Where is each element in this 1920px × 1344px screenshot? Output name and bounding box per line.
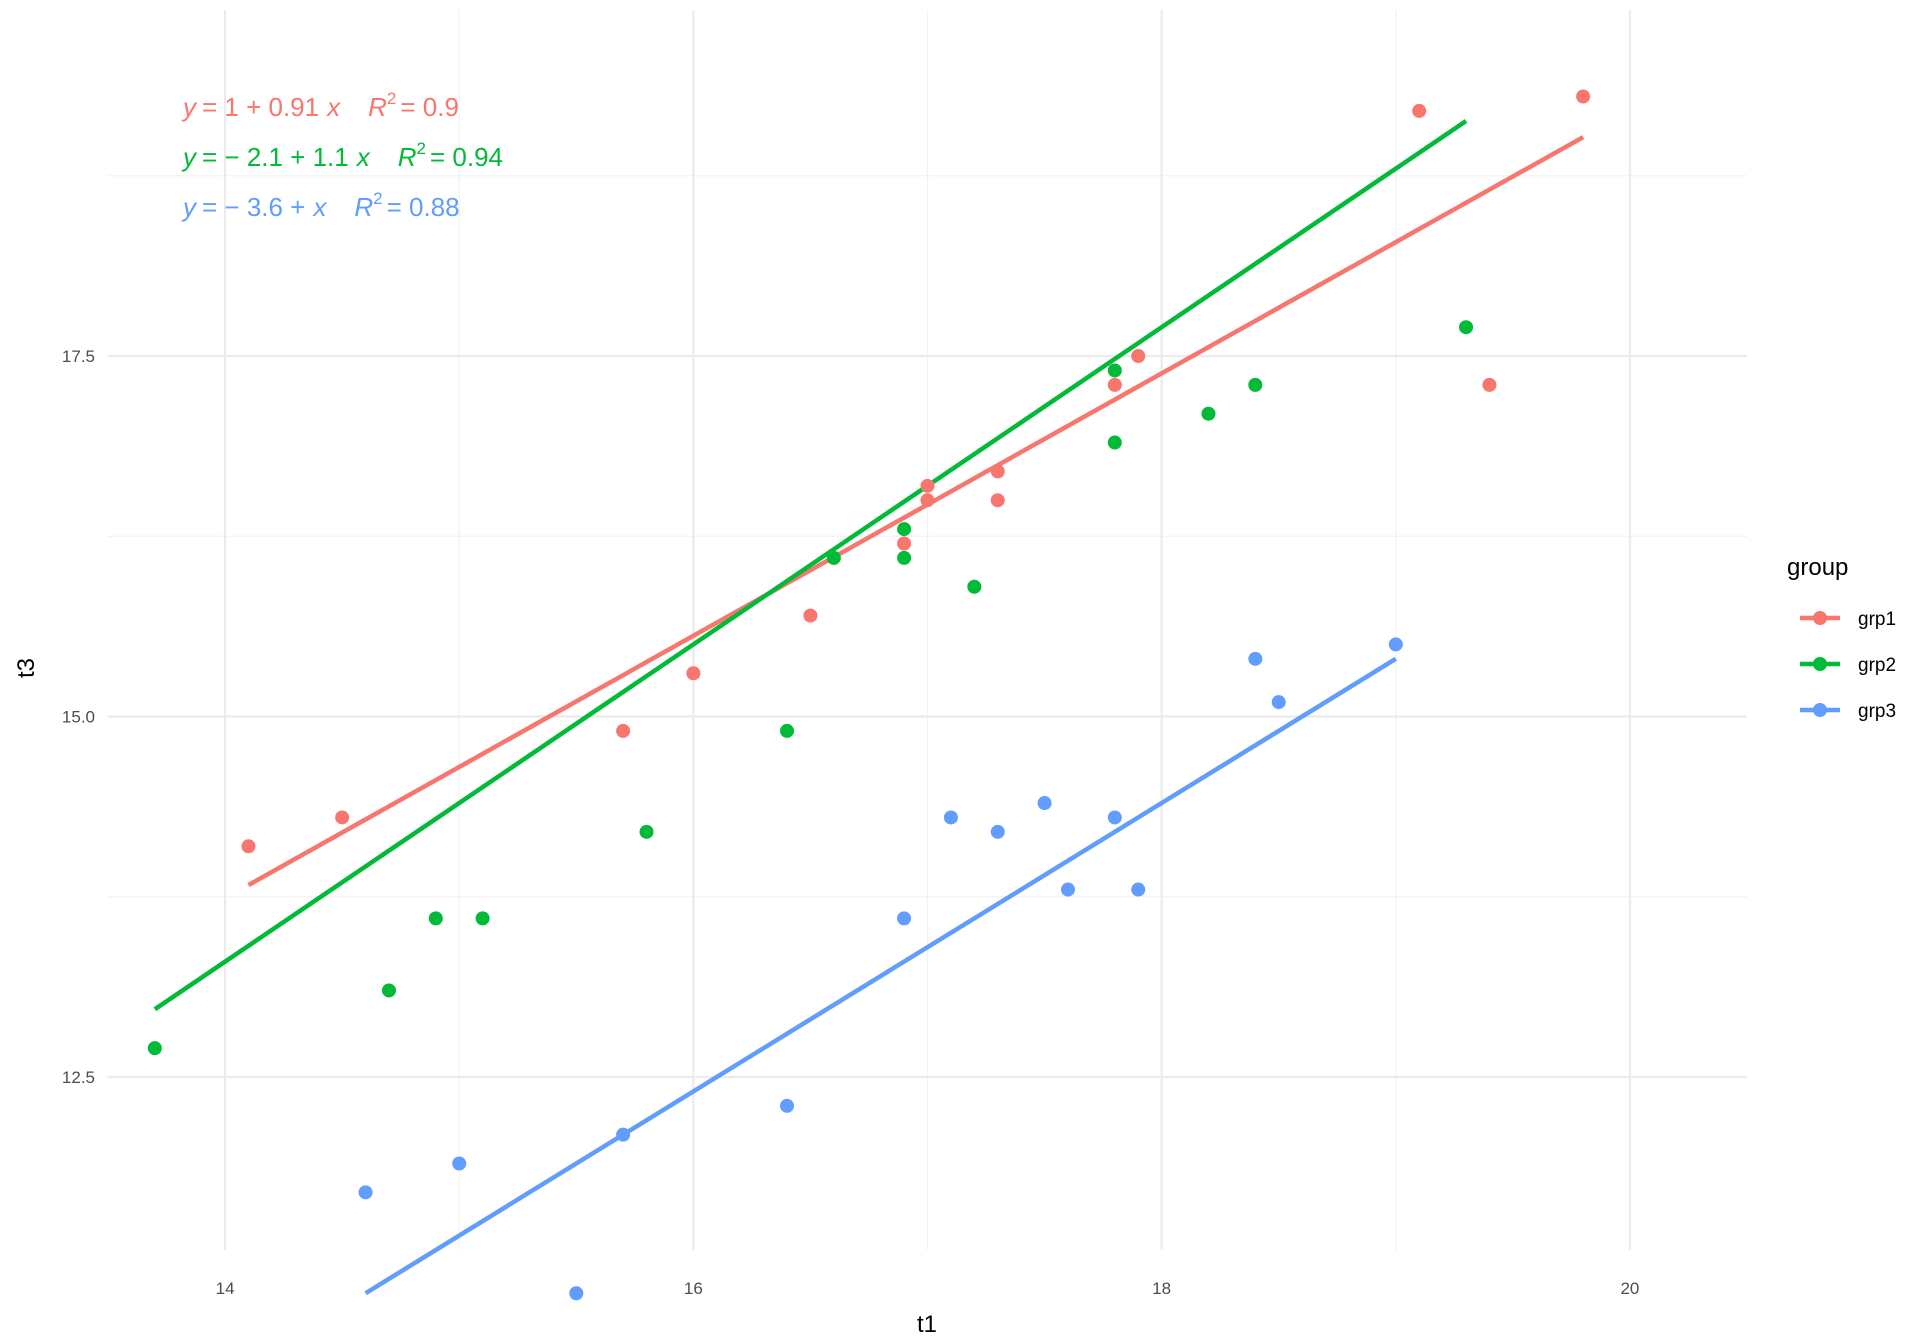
- x-axis-ticks: 14 16 18 20: [216, 1279, 1640, 1298]
- x-axis-title: t1: [917, 1311, 937, 1338]
- data-point-grp2: [967, 579, 982, 594]
- data-point-grp2: [428, 911, 443, 926]
- data-points: [147, 89, 1591, 1301]
- data-point-grp1: [990, 493, 1005, 508]
- data-point-grp2: [780, 723, 795, 738]
- legend-label-grp3: grp3: [1858, 701, 1896, 722]
- data-point-grp3: [897, 911, 912, 926]
- legend-title: group: [1787, 554, 1848, 581]
- data-point-grp2: [381, 983, 396, 998]
- data-point-grp1: [335, 810, 350, 825]
- data-point-grp3: [358, 1185, 373, 1200]
- data-point-grp1: [1107, 377, 1122, 392]
- data-point-grp1: [616, 723, 631, 738]
- y-tick-label: 12.5: [62, 1068, 95, 1087]
- data-point-grp1: [241, 839, 256, 854]
- x-tick-label: 18: [1152, 1279, 1171, 1298]
- y-tick-label: 15.0: [62, 708, 95, 727]
- data-point-grp1: [1412, 103, 1427, 118]
- data-point-grp1: [1482, 377, 1497, 392]
- legend-label-grp1: grp1: [1858, 609, 1896, 630]
- data-point-grp2: [1107, 435, 1122, 450]
- regression-equation-grp3: y = − 3.6 + x R2 = 0.88: [181, 189, 460, 222]
- data-point-grp1: [920, 478, 935, 493]
- data-point-grp2: [826, 550, 841, 565]
- data-point-grp3: [1060, 882, 1075, 897]
- legend-point-grp3: [1813, 703, 1827, 717]
- data-point-grp1: [897, 536, 912, 551]
- legend: group grp1 grp2 grp3: [1787, 554, 1896, 722]
- data-point-grp3: [1248, 651, 1263, 666]
- x-tick-label: 20: [1620, 1279, 1639, 1298]
- data-point-grp1: [920, 493, 935, 508]
- data-point-grp3: [1271, 695, 1286, 710]
- x-tick-label: 14: [216, 1279, 235, 1298]
- data-point-grp1: [1131, 349, 1146, 364]
- data-point-grp1: [990, 464, 1005, 479]
- data-point-grp2: [897, 522, 912, 537]
- legend-point-grp2: [1813, 657, 1827, 671]
- data-point-grp3: [990, 824, 1005, 839]
- y-axis-ticks: 12.5 15.0 17.5: [62, 347, 95, 1087]
- data-point-grp3: [1131, 882, 1146, 897]
- data-point-grp2: [1459, 320, 1474, 335]
- data-point-grp3: [616, 1127, 631, 1142]
- legend-label-grp2: grp2: [1858, 655, 1896, 676]
- data-point-grp2: [1107, 363, 1122, 378]
- data-point-grp1: [1576, 89, 1591, 104]
- regression-lines: [153, 119, 1585, 1296]
- regression-line-grp1: [247, 135, 1585, 888]
- regression-line-grp2: [153, 119, 1468, 1012]
- data-point-grp2: [1248, 377, 1263, 392]
- regression-line-grp3: [364, 656, 1397, 1296]
- data-point-grp2: [897, 550, 912, 565]
- regression-equation-grp1: y = 1 + 0.91 x R2 = 0.9: [181, 89, 459, 122]
- data-point-grp1: [803, 608, 818, 623]
- data-point-grp3: [943, 810, 958, 825]
- data-point-grp3: [1388, 637, 1403, 652]
- minor-gridlines: [108, 10, 1747, 1250]
- data-point-grp3: [569, 1286, 584, 1301]
- y-axis-title: t3: [13, 658, 40, 678]
- data-point-grp3: [1107, 810, 1122, 825]
- data-point-grp2: [639, 824, 654, 839]
- regression-equation-grp2: y = − 2.1 + 1.1 x R2 = 0.94: [181, 139, 503, 172]
- data-point-grp1: [686, 666, 701, 681]
- y-tick-label: 17.5: [62, 347, 95, 366]
- data-point-grp2: [475, 911, 490, 926]
- legend-point-grp1: [1813, 611, 1827, 625]
- x-tick-label: 16: [684, 1279, 703, 1298]
- data-point-grp2: [1201, 406, 1216, 421]
- data-point-grp3: [1037, 796, 1052, 811]
- data-point-grp3: [452, 1156, 467, 1171]
- data-point-grp2: [147, 1041, 162, 1056]
- data-point-grp3: [780, 1098, 795, 1113]
- regression-equations: y = 1 + 0.91 x R2 = 0.9 y = − 2.1 + 1.1 x R2 = 0.…: [181, 89, 503, 222]
- major-gridlines: [108, 10, 1747, 1250]
